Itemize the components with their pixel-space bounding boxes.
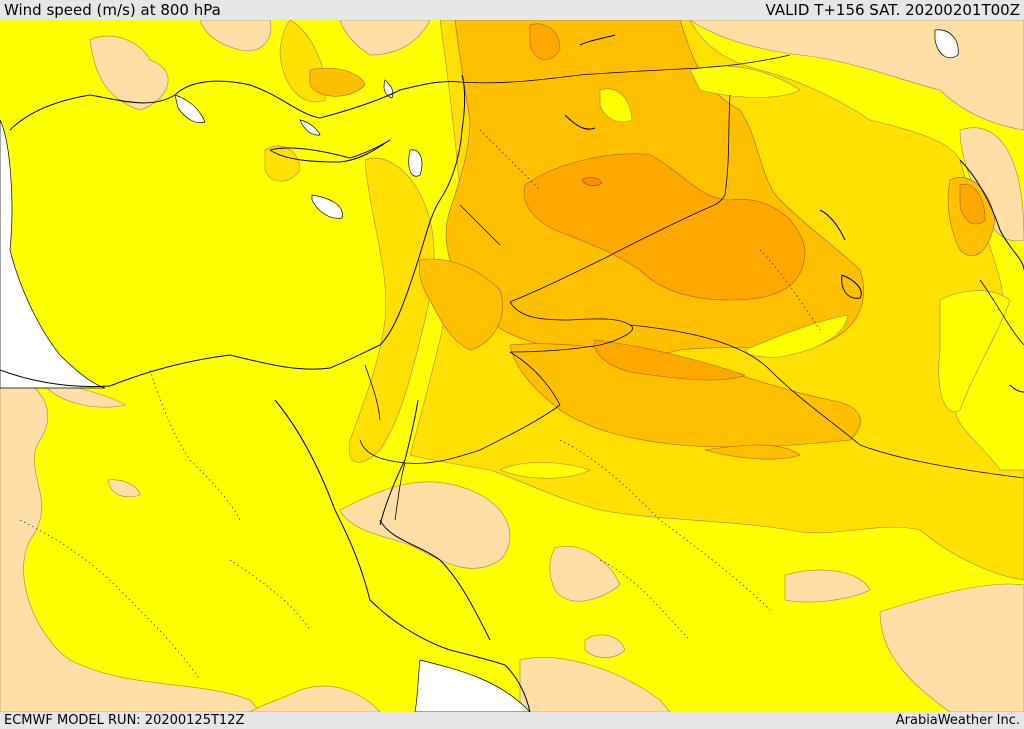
country-borders — [359, 54, 1024, 521]
coastlines — [0, 34, 1024, 712]
map-area — [0, 20, 1024, 712]
calm-streaks — [499, 65, 1011, 479]
provider-credit: ArabiaWeather Inc. — [895, 713, 1020, 728]
water-bodies — [0, 29, 959, 712]
wind-speed-map — [0, 20, 1024, 712]
footer-bar: ECMWF MODEL RUN: 20200125T12Z ArabiaWeat… — [0, 712, 1024, 729]
model-run: ECMWF MODEL RUN: 20200125T12Z — [4, 713, 245, 728]
peak-wind-core — [581, 177, 603, 186]
very-strong-wind-zones — [523, 23, 986, 381]
valid-time: VALID T+156 SAT. 20200201T00Z — [765, 1, 1020, 19]
map-title: Wind speed (m/s) at 800 hPa — [4, 1, 221, 19]
admin-boundaries — [19, 129, 821, 681]
header-bar: Wind speed (m/s) at 800 hPa VALID T+156 … — [0, 0, 1024, 20]
